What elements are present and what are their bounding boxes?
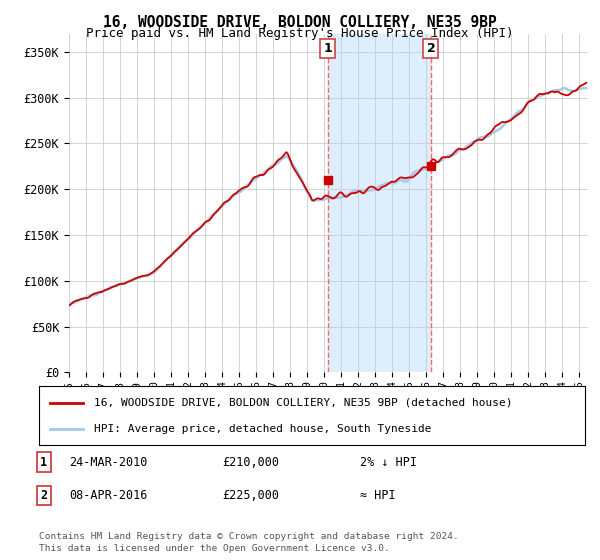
Text: Contains HM Land Registry data © Crown copyright and database right 2024.
This d: Contains HM Land Registry data © Crown c…	[39, 533, 459, 553]
Text: ≈ HPI: ≈ HPI	[360, 489, 395, 502]
Text: 16, WOODSIDE DRIVE, BOLDON COLLIERY, NE35 9BP: 16, WOODSIDE DRIVE, BOLDON COLLIERY, NE3…	[103, 15, 497, 30]
Text: Price paid vs. HM Land Registry's House Price Index (HPI): Price paid vs. HM Land Registry's House …	[86, 27, 514, 40]
Text: 24-MAR-2010: 24-MAR-2010	[69, 455, 148, 469]
Text: £225,000: £225,000	[222, 489, 279, 502]
Text: £210,000: £210,000	[222, 455, 279, 469]
Text: 1: 1	[40, 455, 47, 469]
Bar	[328, 34, 431, 372]
Text: HPI: Average price, detached house, South Tyneside: HPI: Average price, detached house, Sout…	[94, 424, 431, 434]
Text: 08-APR-2016: 08-APR-2016	[69, 489, 148, 502]
Text: 1: 1	[323, 43, 332, 55]
Text: 2: 2	[427, 43, 436, 55]
Text: 2: 2	[40, 489, 47, 502]
Text: 2% ↓ HPI: 2% ↓ HPI	[360, 455, 417, 469]
Text: 16, WOODSIDE DRIVE, BOLDON COLLIERY, NE35 9BP (detached house): 16, WOODSIDE DRIVE, BOLDON COLLIERY, NE3…	[94, 398, 512, 408]
